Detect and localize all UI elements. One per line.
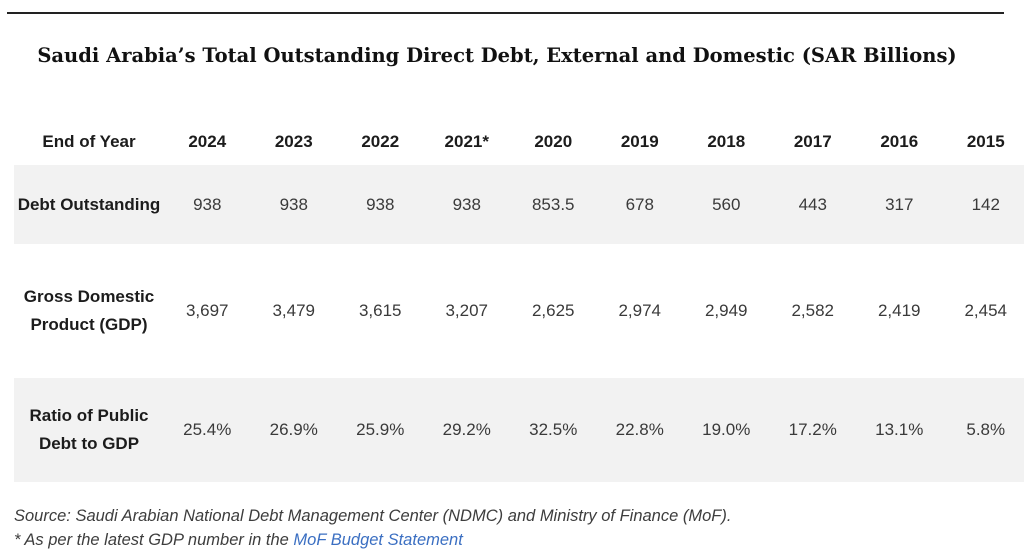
header-row: End of Year 2024 2023 2022 2021* 2020 20… (14, 118, 1024, 165)
table-cell: 5.8% (966, 420, 1006, 439)
table-cell: 2,949 (704, 301, 748, 320)
table-cell: 2,582 (791, 301, 835, 320)
header-year: 2016 (880, 131, 919, 151)
header-year: 2017 (793, 131, 832, 151)
table-cell: 26.9% (269, 420, 318, 439)
header-year: 2022 (361, 131, 400, 151)
table-cell: 29.2% (442, 420, 491, 439)
header-end-of-year: End of Year (42, 131, 136, 151)
table-row-debt-to-gdp-ratio: Ratio of Public Debt to GDP 25.4% 26.9% … (14, 378, 1024, 482)
table-cell: 560 (712, 194, 741, 214)
table-cell: 853.5 (531, 194, 575, 214)
table-cell: 938 (366, 194, 395, 214)
table-cell: 3,615 (358, 301, 402, 320)
table-notes: Source: Saudi Arabian National Debt Mana… (14, 504, 731, 552)
header-year: 2020 (534, 131, 573, 151)
table-row-gdp: Gross Domestic Product (GDP) 3,697 3,479… (14, 244, 1024, 378)
table-cell: 2,419 (877, 301, 921, 320)
table-cell: 13.1% (875, 420, 924, 439)
table-cell: 443 (798, 194, 827, 214)
top-divider (7, 12, 1004, 14)
footnote-text: * As per the latest GDP number in the (14, 531, 294, 549)
table-cell: 678 (625, 194, 654, 214)
table-row-debt-outstanding: Debt Outstanding 938 938 938 938 853.5 6… (14, 165, 1024, 244)
source-note: Source: Saudi Arabian National Debt Mana… (14, 507, 732, 525)
header-year: 2024 (188, 131, 227, 151)
table-cell: 938 (279, 194, 308, 214)
table-cell: 19.0% (702, 420, 751, 439)
row-label: Ratio of Public Debt to GDP (29, 406, 149, 453)
row-label: Debt Outstanding (17, 194, 161, 214)
footnote: * As per the latest GDP number in the Mo… (14, 528, 731, 552)
table-cell: 2,454 (964, 301, 1008, 320)
table-title: Saudi Arabia’s Total Outstanding Direct … (37, 44, 957, 67)
header-year: 2019 (620, 131, 659, 151)
table-cell: 3,479 (272, 301, 316, 320)
header-year: 2018 (707, 131, 746, 151)
header-year: 2021* (444, 131, 489, 151)
table-cell: 22.8% (615, 420, 664, 439)
table-cell: 3,207 (445, 301, 489, 320)
row-label: Gross Domestic Product (GDP) (23, 287, 155, 334)
table-cell: 32.5% (529, 420, 578, 439)
table-cell: 25.4% (183, 420, 232, 439)
table-cell: 317 (885, 194, 914, 214)
table-cell: 2,974 (618, 301, 662, 320)
table-cell: 938 (193, 194, 222, 214)
table-cell: 2,625 (531, 301, 575, 320)
table-cell: 25.9% (356, 420, 405, 439)
header-year: 2015 (966, 131, 1005, 151)
table-cell: 938 (452, 194, 481, 214)
table-cell: 17.2% (788, 420, 837, 439)
table-cell: 3,697 (185, 301, 229, 320)
header-year: 2023 (274, 131, 313, 151)
mof-budget-statement-link[interactable]: MoF Budget Statement (293, 531, 463, 549)
debt-table: End of Year 2024 2023 2022 2021* 2020 20… (14, 118, 1024, 482)
table-cell: 142 (971, 194, 1000, 214)
